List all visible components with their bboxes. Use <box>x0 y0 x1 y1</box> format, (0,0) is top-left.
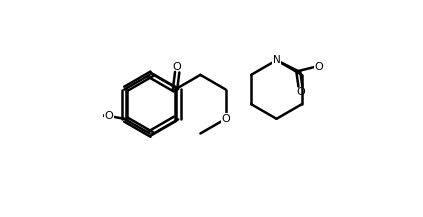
Text: O: O <box>315 62 324 72</box>
Text: N: N <box>273 55 280 65</box>
Text: O: O <box>105 110 113 121</box>
Text: O: O <box>173 62 181 72</box>
Text: O: O <box>221 114 230 124</box>
Text: O: O <box>296 87 305 97</box>
